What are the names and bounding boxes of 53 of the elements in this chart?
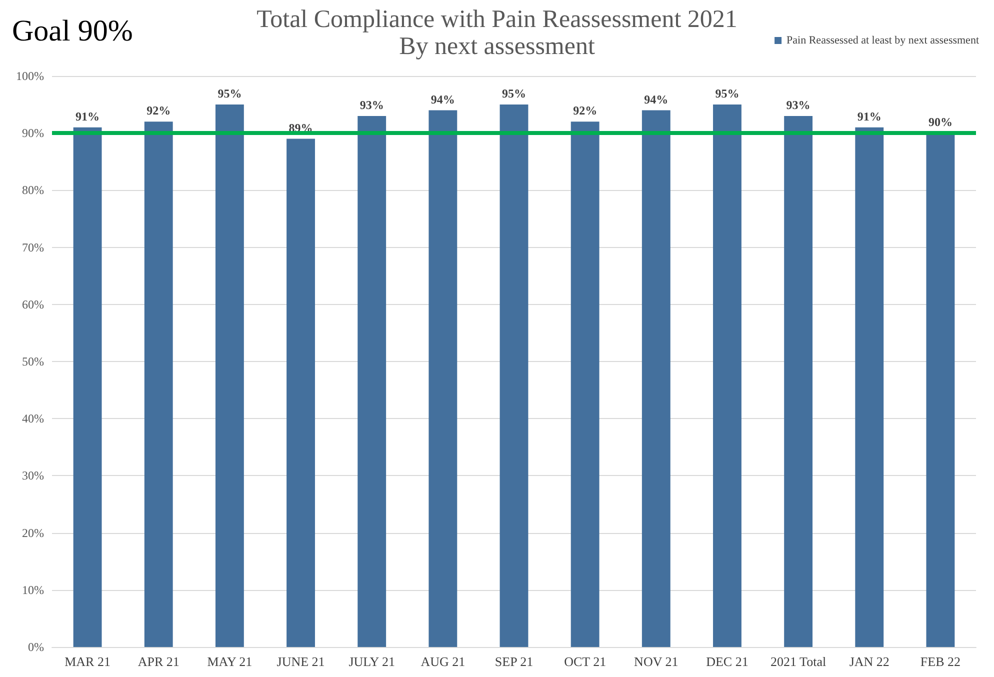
bar [73,127,102,647]
x-tick-label: JULY 21 [348,654,395,669]
y-tick-label: 20% [22,526,44,540]
data-label: 94% [430,92,455,106]
x-tick-label: OCT 21 [564,654,606,669]
x-tick-label: 2021 Total [770,654,826,669]
x-tick-label: SEP 21 [494,654,534,669]
x-tick-label: MAY 21 [207,654,252,669]
y-tick-label: 80% [22,183,44,198]
x-tick-label: JUNE 21 [276,654,325,669]
x-tick-label: APR 21 [138,654,180,669]
data-label: 94% [644,92,668,106]
x-tick-label: NOV 21 [634,654,678,669]
x-tick-label: FEB 22 [920,654,961,669]
bar [358,116,386,647]
x-tick-label: DEC 21 [706,654,748,669]
data-label: 90% [928,115,952,130]
data-label: 91% [857,109,882,124]
y-tick-label: 30% [22,468,44,483]
y-tick-label: 50% [22,354,44,368]
ref-line-label: Goal 90% [12,14,133,48]
data-label: 92% [146,104,171,118]
bar [855,127,884,647]
y-tick-label: 70% [22,240,44,254]
y-tick-label: 0% [28,640,44,654]
x-tick-label: JAN 22 [849,654,890,669]
data-label: 93% [360,98,384,112]
x-tick-label: AUG 21 [420,654,466,669]
bar [144,122,173,647]
bar [215,104,244,647]
y-tick-label: 100% [16,69,44,83]
y-tick-label: 40% [22,412,44,426]
chart-title: Total Compliance with Pain Reassessment 2021 [256,6,738,33]
data-label: 95% [218,86,242,101]
data-label: 95% [502,86,526,101]
bar [570,122,600,647]
bar [642,110,670,647]
bar [500,104,528,647]
x-tick-label: MAR 21 [64,654,110,669]
data-label: 95% [715,86,740,101]
bar [286,138,315,647]
data-label: 91% [76,109,100,124]
bar [428,110,458,647]
bar [784,116,813,647]
bar [926,133,955,647]
y-tick-label: 90% [22,126,44,140]
chart-subtitle: By next assessment [399,33,595,60]
y-tick-label: 10% [22,582,44,597]
data-label: 93% [786,98,810,112]
bar [713,104,742,647]
legend-label: Pain Reassessed at least by next assessment [786,34,980,46]
data-label: 92% [573,104,598,118]
y-tick-label: 60% [22,297,44,312]
